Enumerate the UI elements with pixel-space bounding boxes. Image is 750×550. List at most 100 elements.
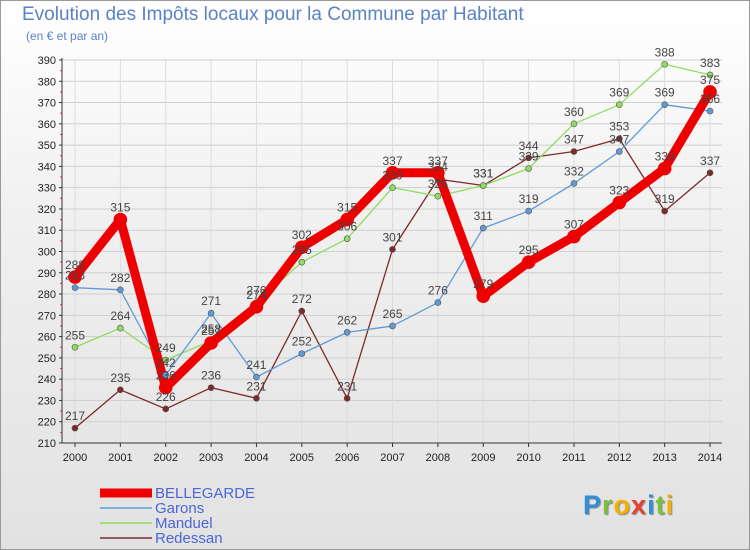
data-label-manduel: 295 — [292, 243, 312, 257]
data-label-bellegarde: 307 — [564, 218, 584, 232]
x-tick-label: 2001 — [108, 452, 132, 464]
data-label-bellegarde: 302 — [292, 228, 312, 242]
legend-label-redessan: Redessan — [155, 530, 223, 547]
data-label-bellegarde: 295 — [519, 243, 539, 257]
point-bellegarde — [385, 165, 400, 180]
y-tick-label: 300 — [38, 247, 56, 259]
y-tick-label: 220 — [38, 417, 56, 429]
data-label-manduel: 331 — [473, 167, 493, 181]
point-garons — [71, 284, 79, 291]
data-label-redessan: 231 — [246, 379, 266, 393]
x-tick-label: 2013 — [652, 452, 676, 464]
data-label-bellegarde: 315 — [110, 201, 130, 215]
data-label-redessan: 231 — [337, 379, 357, 393]
point-garons — [706, 107, 714, 115]
proxiti-logo: Proxiti — [583, 490, 674, 521]
data-label-bellegarde: 339 — [655, 150, 675, 164]
data-label-redessan: 226 — [156, 390, 176, 404]
data-label-bellegarde: 315 — [337, 201, 357, 215]
data-label-manduel: 264 — [110, 309, 130, 323]
x-tick-label: 2004 — [244, 452, 268, 464]
point-manduel — [389, 184, 396, 191]
logo-letter: o — [613, 490, 632, 520]
y-tick-label: 260 — [38, 332, 56, 344]
data-label-redessan: 235 — [110, 371, 130, 385]
x-tick-label: 2008 — [426, 452, 450, 464]
point-redessan — [661, 207, 668, 215]
data-label-garons: 276 — [428, 284, 448, 298]
y-tick-label: 330 — [38, 183, 56, 195]
point-garons — [570, 180, 578, 187]
data-label-manduel: 360 — [564, 105, 584, 119]
point-bellegarde — [431, 165, 445, 180]
data-label-redessan: 319 — [655, 192, 675, 206]
point-redessan — [525, 154, 532, 162]
y-tick-label: 350 — [38, 140, 56, 152]
logo-letter: r — [602, 490, 614, 520]
point-bellegarde — [294, 240, 309, 255]
y-tick-label: 310 — [38, 225, 56, 237]
x-tick-label: 2012 — [607, 452, 631, 464]
data-label-bellegarde: 257 — [201, 324, 221, 338]
data-label-bellegarde: 323 — [609, 184, 629, 198]
data-label-redessan: 331 — [473, 167, 493, 181]
point-manduel — [434, 192, 442, 200]
y-tick-label: 390 — [38, 55, 56, 67]
x-tick-label: 2003 — [199, 452, 223, 464]
x-tick-label: 2011 — [562, 452, 586, 464]
axes — [59, 58, 722, 447]
data-label-bellegarde: 337 — [383, 154, 403, 168]
point-manduel — [71, 343, 79, 351]
point-bellegarde — [521, 255, 536, 269]
point-manduel — [570, 120, 578, 128]
data-label-garons: 369 — [655, 86, 675, 100]
point-bellegarde — [657, 161, 672, 176]
point-bellegarde — [113, 212, 128, 227]
point-manduel — [162, 356, 170, 364]
data-label-garons: 311 — [474, 209, 493, 223]
data-label-garons: 271 — [201, 294, 221, 308]
point-garons — [343, 329, 351, 336]
y-tick-label: 320 — [38, 204, 56, 216]
point-garons — [525, 207, 532, 215]
legend-label-garons: Garons — [155, 500, 204, 517]
data-label-garons: 366 — [700, 92, 720, 106]
point-redessan — [71, 424, 79, 432]
point-redessan — [706, 169, 714, 177]
point-bellegarde — [204, 336, 218, 350]
data-label-bellegarde: 288 — [65, 258, 85, 272]
data-label-bellegarde: 279 — [473, 277, 493, 291]
legend-label-bellegarde: BELLEGARDE — [155, 485, 255, 502]
data-label-garons: 347 — [609, 132, 629, 146]
data-label-redessan: 353 — [609, 120, 629, 134]
y-tick-label: 270 — [38, 310, 56, 322]
y-tick-label: 250 — [38, 353, 56, 365]
chart-title: Evolution des Impôts locaux pour la Comm… — [22, 4, 524, 25]
x-tick-label: 2007 — [380, 452, 404, 464]
data-label-bellegarde: 337 — [428, 154, 448, 168]
point-garons — [661, 101, 668, 108]
point-redessan — [389, 246, 396, 253]
data-label-garons: 282 — [110, 271, 130, 285]
point-redessan — [207, 384, 215, 391]
data-label-manduel: 330 — [383, 169, 403, 183]
point-manduel — [616, 101, 623, 108]
data-label-manduel: 276 — [246, 284, 266, 298]
point-bellegarde — [158, 380, 173, 395]
y-tick-label: 210 — [38, 438, 56, 450]
point-redessan — [570, 148, 578, 155]
point-manduel — [479, 182, 487, 189]
point-bellegarde — [476, 289, 491, 303]
point-garons — [207, 309, 215, 317]
point-garons — [117, 286, 124, 294]
data-label-manduel: 383 — [700, 56, 720, 70]
data-label-garons: 262 — [337, 313, 357, 327]
point-manduel — [343, 235, 351, 243]
data-label-garons: 252 — [292, 335, 312, 349]
point-manduel — [117, 324, 124, 332]
point-redessan — [162, 405, 170, 413]
data-points — [68, 60, 717, 432]
